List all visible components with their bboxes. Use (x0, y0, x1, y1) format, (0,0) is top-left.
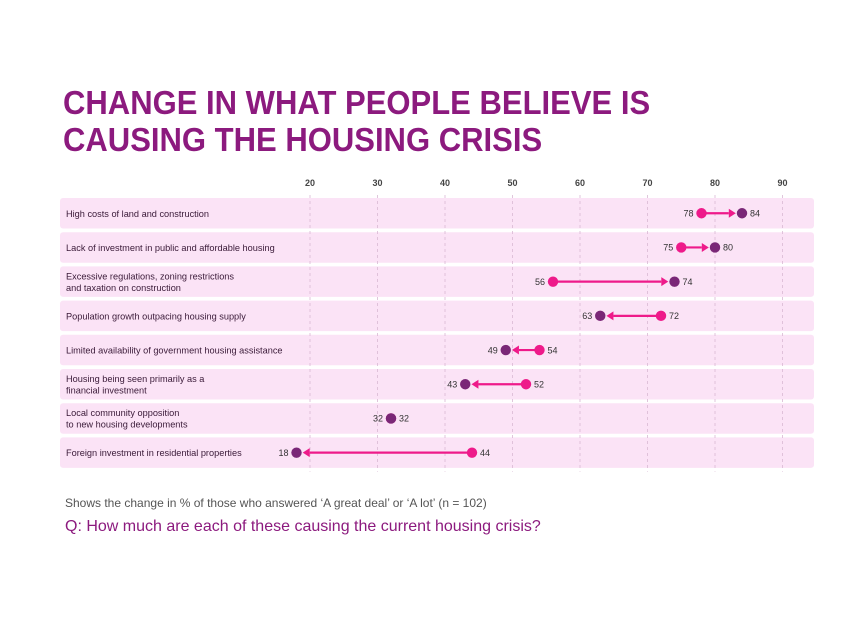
to-point (709, 242, 721, 253)
x-tick-label: 40 (440, 178, 450, 188)
from-value-label: 75 (663, 243, 673, 253)
row-label: to new housing developments (66, 420, 188, 430)
to-point (500, 344, 511, 356)
change-arrow-head (701, 242, 709, 252)
to-value-label: 74 (683, 277, 693, 287)
x-tick-label: 80 (710, 178, 720, 188)
from-value-label: 78 (683, 208, 693, 218)
chart-title-line-2: CAUSING THE HOUSING CRISIS (63, 121, 543, 158)
row-label: and taxation on construction (66, 283, 181, 293)
x-tick-label: 20 (305, 178, 315, 188)
change-arrow-head (728, 208, 736, 218)
from-point (520, 379, 532, 390)
to-point (385, 413, 397, 424)
from-value-label: 52 (534, 379, 544, 389)
from-value-label: 44 (480, 448, 490, 458)
change-arrow-head (302, 448, 310, 458)
to-point (460, 379, 471, 390)
row-band (60, 334, 814, 366)
to-point (291, 447, 302, 458)
row-label: Excessive regulations, zoning restrictio… (66, 271, 234, 281)
from-point (534, 344, 545, 356)
to-point (595, 310, 606, 322)
row-band (60, 369, 814, 400)
to-point (669, 276, 680, 287)
from-point (696, 208, 707, 219)
from-value-label: 32 (373, 414, 383, 424)
row-band (60, 232, 814, 263)
from-point (547, 276, 559, 287)
chart-title: CHANGE IN WHAT PEOPLE BELIEVE IS CAUSING… (63, 84, 777, 158)
from-value-label: 56 (535, 277, 545, 287)
to-value-label: 43 (447, 379, 457, 389)
from-point (676, 242, 687, 253)
change-arrow-head (471, 379, 479, 389)
row-label: High costs of land and construction (66, 209, 209, 219)
row-label: Population growth outpacing housing supp… (66, 311, 246, 321)
change-arrow-head (511, 345, 519, 355)
row-label: financial investment (66, 386, 147, 396)
x-tick-label: 70 (642, 178, 652, 188)
x-tick-label: 30 (372, 178, 382, 188)
row-band (60, 198, 814, 229)
from-value-label: 54 (548, 345, 558, 355)
from-point (655, 310, 667, 322)
x-tick-label: 60 (575, 178, 585, 188)
footnote: Shows the change in % of those who answe… (65, 496, 487, 510)
x-tick-label: 50 (507, 178, 517, 188)
x-tick-label: 90 (777, 178, 787, 188)
to-value-label: 18 (278, 448, 288, 458)
to-point (736, 208, 748, 219)
row-band (60, 266, 814, 297)
change-arrow-head (661, 277, 669, 287)
to-value-label: 63 (582, 311, 592, 321)
row-label: Lack of investment in public and afforda… (66, 243, 275, 253)
row-label: Limited availability of government housi… (66, 346, 283, 356)
row-label: Local community opposition (66, 408, 179, 418)
change-arrow-head (606, 311, 614, 321)
row-label: Foreign investment in residential proper… (66, 448, 242, 458)
from-value-label: 72 (669, 311, 679, 321)
survey-question: Q: How much are each of these causing th… (65, 518, 541, 535)
to-value-label: 32 (399, 414, 409, 424)
to-value-label: 84 (750, 208, 760, 218)
to-value-label: 49 (488, 345, 498, 355)
to-value-label: 80 (723, 243, 733, 253)
row-label: Housing being seen primarily as a (66, 374, 205, 384)
row-band (60, 403, 814, 434)
row-band (60, 300, 814, 332)
chart-title-line-1: CHANGE IN WHAT PEOPLE BELIEVE IS (63, 84, 651, 121)
from-point (466, 447, 478, 458)
